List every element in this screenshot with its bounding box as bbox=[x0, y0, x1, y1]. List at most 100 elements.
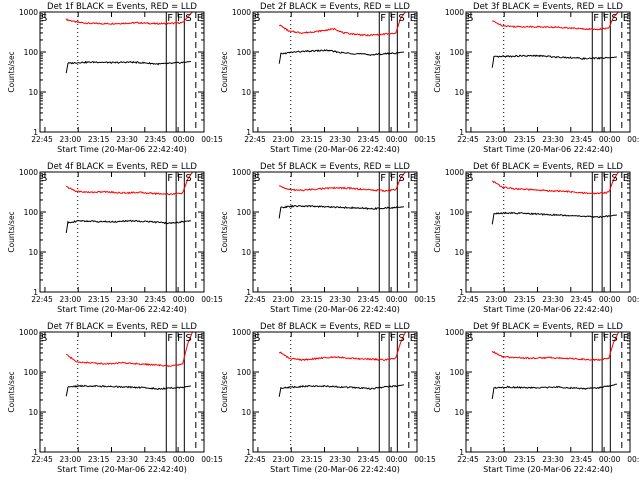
panel-title: Det 9f BLACK = Events, RED = LLD bbox=[473, 322, 623, 332]
y-tick-label: 10 bbox=[241, 88, 251, 97]
marker-label: E bbox=[410, 173, 416, 184]
x-axis-label: Start Time (20-Mar-06 22:42:40) bbox=[483, 145, 613, 154]
x-tick-label: 00:15 bbox=[414, 295, 436, 304]
y-tick-label: 100 bbox=[450, 48, 465, 57]
panel-title: Det 7f BLACK = Events, RED = LLD bbox=[47, 322, 197, 332]
x-tick-label: 23:15 bbox=[514, 135, 536, 144]
marker-label: F bbox=[380, 173, 386, 184]
x-tick-label: 00:00 bbox=[599, 455, 621, 464]
lld-series-line bbox=[278, 12, 406, 37]
events-series-line bbox=[65, 219, 191, 234]
y-tick-label: 100 bbox=[450, 208, 465, 217]
lld-series-line bbox=[65, 12, 193, 25]
x-tick-label: 23:00 bbox=[486, 135, 508, 144]
events-series-line bbox=[278, 384, 404, 397]
x-tick-label: 22:45 bbox=[244, 295, 266, 304]
plot-area bbox=[253, 172, 417, 292]
lld-series-line bbox=[278, 172, 406, 192]
y-tick-label: 10 bbox=[28, 408, 38, 417]
y-axis-label: Counts/sec bbox=[7, 371, 16, 412]
x-axis-label: Start Time (20-Mar-06 22:42:40) bbox=[57, 305, 187, 314]
x-tick-label: 23:00 bbox=[60, 455, 82, 464]
lld-series-line bbox=[492, 12, 619, 31]
x-axis-label: Start Time (20-Mar-06 22:42:40) bbox=[483, 305, 613, 314]
plot-area bbox=[253, 12, 417, 132]
x-axis-label: Start Time (20-Mar-06 22:42:40) bbox=[483, 465, 613, 474]
x-tick-label: 00:15 bbox=[201, 295, 223, 304]
plot-area bbox=[40, 172, 204, 292]
panel-det-7: Det 7f BLACK = Events, RED = LLD Counts/s… bbox=[7, 322, 223, 474]
x-tick-label: 23:15 bbox=[88, 295, 110, 304]
panel-title: Det 6f BLACK = Events, RED = LLD bbox=[473, 162, 623, 172]
marker-label: F bbox=[177, 13, 183, 24]
x-tick-label: 00:00 bbox=[173, 295, 195, 304]
y-tick-label: 1000 bbox=[232, 328, 251, 337]
x-tick-label: 23:45 bbox=[571, 455, 593, 464]
marker-label: S bbox=[41, 173, 47, 184]
y-tick-label: 1000 bbox=[232, 8, 251, 17]
marker-label: S bbox=[185, 173, 191, 184]
marker-label: F bbox=[390, 173, 396, 184]
y-axis-label: Counts/sec bbox=[220, 51, 229, 92]
y-tick-label: 10 bbox=[28, 88, 38, 97]
x-tick-label: 23:00 bbox=[273, 295, 295, 304]
x-tick-label: 22:45 bbox=[244, 135, 266, 144]
y-axis-label: Counts/sec bbox=[433, 51, 442, 92]
y-tick-label: 1000 bbox=[232, 168, 251, 177]
x-tick-label: 23:00 bbox=[486, 295, 508, 304]
panel-title: Det 4f BLACK = Events, RED = LLD bbox=[47, 162, 197, 172]
marker-label: F bbox=[380, 333, 386, 344]
x-tick-label: 23:00 bbox=[273, 135, 295, 144]
y-tick-label: 1 bbox=[33, 448, 38, 457]
events-series-line bbox=[65, 60, 191, 74]
x-tick-label: 23:30 bbox=[116, 455, 138, 464]
x-tick-label: 23:45 bbox=[358, 455, 380, 464]
panel-title: Det 8f BLACK = Events, RED = LLD bbox=[260, 322, 410, 332]
marker-label: S bbox=[254, 13, 260, 24]
x-tick-label: 23:30 bbox=[329, 455, 351, 464]
marker-label: S bbox=[611, 13, 617, 24]
x-tick-label: 23:30 bbox=[329, 135, 351, 144]
marker-label: F bbox=[380, 13, 386, 24]
x-tick-label: 00:15 bbox=[201, 455, 223, 464]
y-axis-label: Counts/sec bbox=[7, 51, 16, 92]
marker-label: E bbox=[410, 13, 416, 24]
x-tick-label: 23:30 bbox=[329, 295, 351, 304]
marker-label: S bbox=[41, 13, 47, 24]
marker-label: F bbox=[167, 13, 173, 24]
y-tick-label: 1 bbox=[33, 288, 38, 297]
events-series-line bbox=[491, 383, 618, 399]
y-tick-label: 10 bbox=[454, 248, 464, 257]
x-tick-label: 23:45 bbox=[145, 135, 167, 144]
x-tick-label: 22:45 bbox=[457, 135, 479, 144]
panel-det-8: Det 8f BLACK = Events, RED = LLD Counts/s… bbox=[220, 322, 436, 474]
y-tick-label: 100 bbox=[237, 368, 252, 377]
y-tick-label: 10 bbox=[454, 408, 464, 417]
axes-frame bbox=[252, 11, 418, 133]
y-tick-label: 10 bbox=[454, 88, 464, 97]
y-tick-label: 10 bbox=[241, 408, 251, 417]
x-tick-label: 00:00 bbox=[386, 295, 408, 304]
axes-frame bbox=[465, 11, 631, 133]
y-tick-label: 10 bbox=[241, 248, 251, 257]
plot-area bbox=[40, 332, 204, 452]
axes-frame bbox=[39, 171, 205, 293]
lld-series-line bbox=[278, 332, 406, 362]
marker-label: S bbox=[185, 13, 191, 24]
x-tick-label: 00:00 bbox=[386, 455, 408, 464]
plot-area bbox=[466, 172, 630, 292]
marker-label: S bbox=[467, 13, 473, 24]
axes-frame bbox=[252, 171, 418, 293]
x-tick-label: 23:15 bbox=[301, 135, 323, 144]
x-tick-label: 00:00 bbox=[173, 455, 195, 464]
y-tick-label: 1000 bbox=[445, 168, 464, 177]
panel-det-1: Det 1f BLACK = Events, RED = LLD Counts/s… bbox=[7, 2, 223, 154]
y-tick-label: 1 bbox=[246, 448, 251, 457]
x-tick-label: 00:15 bbox=[627, 295, 640, 304]
y-tick-label: 1000 bbox=[19, 8, 38, 17]
y-tick-label: 1 bbox=[246, 128, 251, 137]
x-axis-label: Start Time (20-Mar-06 22:42:40) bbox=[270, 465, 400, 474]
y-axis-label: Counts/sec bbox=[7, 211, 16, 252]
events-series-line bbox=[491, 54, 617, 68]
